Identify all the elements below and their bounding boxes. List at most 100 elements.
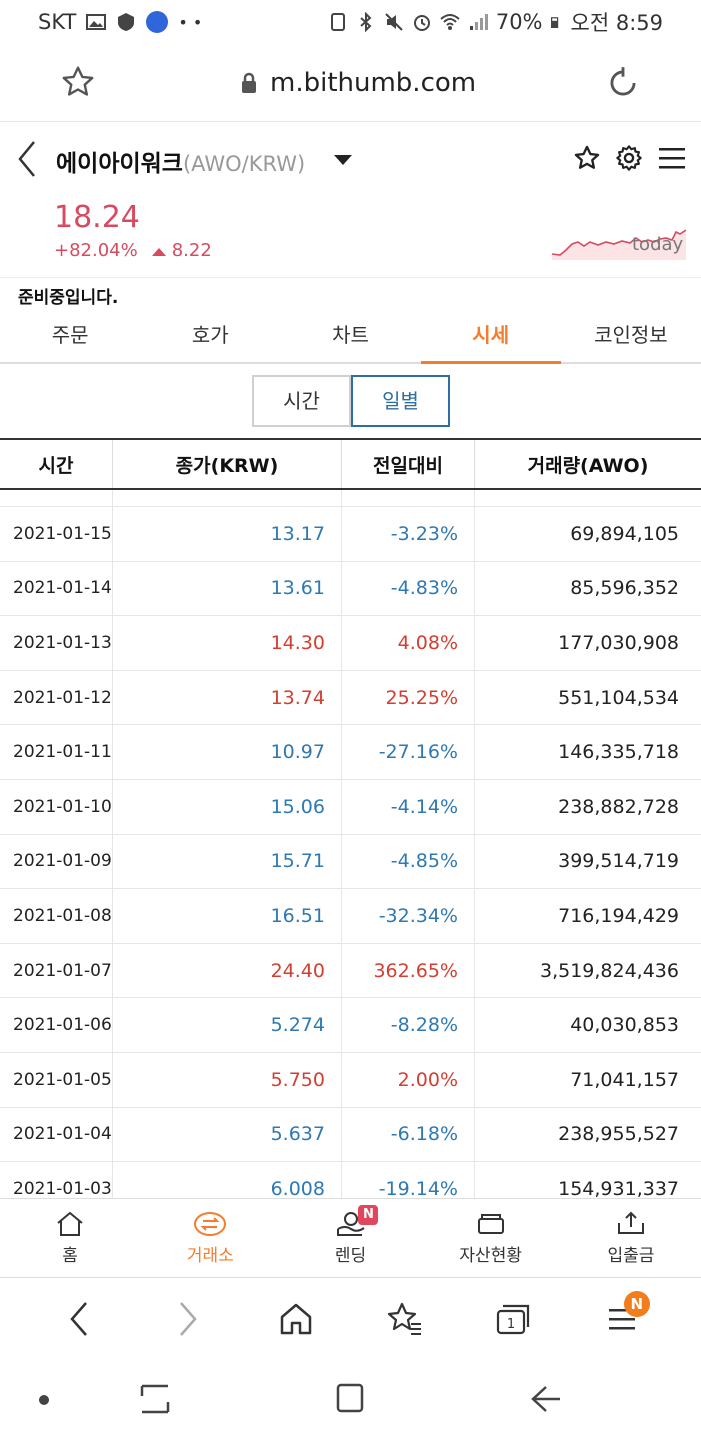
bookmarks-star-icon: [387, 1302, 421, 1335]
row-volume: 716,194,429: [558, 904, 679, 927]
change-percent: +82.04%: [54, 240, 138, 261]
table-row: 2021-01-15 13.17 -3.23% 69,894,105: [0, 507, 701, 562]
row-date: 2021-01-14: [0, 561, 113, 616]
mute-icon: [385, 13, 403, 31]
header-close: 종가(KRW): [113, 440, 342, 488]
browser-back-button[interactable]: [49, 1289, 109, 1349]
row-volume: 177,030,908: [558, 631, 679, 654]
row-close-price: 15.71: [113, 834, 342, 889]
reload-icon[interactable]: [604, 64, 642, 102]
nav-assets[interactable]: 자산현황: [421, 1199, 561, 1277]
lending-icon: [336, 1211, 365, 1236]
table-header: 시간 종가(KRW) 전일대비 거래량(AWO): [0, 438, 701, 490]
price-table: 시간 종가(KRW) 전일대비 거래량(AWO): [0, 438, 701, 490]
system-back-icon[interactable]: [530, 1384, 562, 1414]
table-row: 2021-01-12 13.74 25.25% 551,104,534: [0, 670, 701, 726]
main-tabs: 주문 호가 차트 시세 코인정보: [0, 311, 701, 364]
tab-chart[interactable]: 차트: [332, 323, 369, 347]
row-volume: 399,514,719: [558, 850, 679, 873]
row-volume: 40,030,853: [570, 1014, 679, 1037]
row-date: 2021-01-09: [0, 834, 113, 889]
nav-deposit-withdraw[interactable]: 입출금: [561, 1199, 701, 1277]
shield-icon: [118, 13, 135, 31]
header-change: 전일대비: [342, 440, 475, 488]
more-notifications-icon: • •: [178, 12, 203, 32]
toggle-daily[interactable]: 일별: [351, 375, 450, 427]
row-change-percent: -4.83%: [342, 561, 475, 616]
partial-cell: [113, 490, 342, 506]
nav-home[interactable]: 홈: [0, 1199, 140, 1277]
row-date: 2021-01-08: [0, 889, 113, 943]
tab-market-price[interactable]: 시세: [420, 311, 562, 364]
header-volume: 거래량(AWO): [527, 454, 649, 477]
recent-apps-icon[interactable]: [138, 1382, 172, 1416]
hamburger-menu-icon[interactable]: [657, 145, 687, 171]
lending-new-badge: N: [358, 1205, 379, 1225]
row-date: 2021-01-15: [0, 507, 113, 561]
price-summary: 18.24 +82.04% 8.22 today: [0, 194, 701, 278]
url-field[interactable]: m.bithumb.com: [240, 68, 476, 98]
row-date: 2021-01-07: [0, 943, 113, 998]
browser-menu-button[interactable]: N: [592, 1289, 652, 1349]
row-volume: 238,955,527: [558, 1123, 679, 1146]
row-change-percent: 25.25%: [342, 670, 475, 725]
row-change-percent: 2.00%: [342, 1052, 475, 1107]
row-change-percent: -27.16%: [342, 725, 475, 779]
table-row: 2021-01-11 10.97 -27.16% 146,335,718: [0, 725, 701, 780]
home-button-icon[interactable]: [335, 1382, 365, 1414]
tab-order[interactable]: 주문: [51, 323, 89, 347]
table-row: 2021-01-10 15.06 -4.14% 238,882,728: [0, 779, 701, 835]
table-body[interactable]: 2021-01-15 13.17 -3.23% 69,894,105 2021-01-1…: [0, 490, 701, 1198]
signal-icon: [469, 14, 488, 30]
row-volume: 238,882,728: [558, 795, 679, 818]
browser-tabs-button[interactable]: 1: [483, 1289, 543, 1349]
alarm-icon: [413, 15, 430, 31]
change-amount: 8.22: [171, 240, 212, 261]
favorite-star-icon[interactable]: [573, 144, 601, 172]
header-time: 시간: [0, 440, 113, 488]
nav-home-label: 홈: [62, 1245, 78, 1266]
row-close-price: 13.61: [113, 561, 342, 616]
coin-title[interactable]: 에이아이워크(AWO/KRW): [56, 144, 305, 178]
row-date: 2021-01-05: [0, 1052, 113, 1107]
nav-lending[interactable]: N 렌딩: [280, 1199, 420, 1277]
gallery-icon: [86, 14, 107, 30]
browser-home-button[interactable]: [266, 1289, 326, 1349]
chevron-right-icon: [179, 1302, 197, 1336]
menu-icon: [608, 1309, 635, 1330]
battery-icon: [550, 17, 558, 28]
toggle-time[interactable]: 시간: [252, 375, 351, 427]
notice-text: 준비중입니다.: [18, 288, 119, 308]
row-close-price: 15.06: [113, 779, 342, 834]
table-row: 2021-01-08 16.51 -32.34% 716,194,429: [0, 889, 701, 944]
table-row: 2021-01-07 24.40 362.65% 3,519,824,436: [0, 943, 701, 999]
bookmark-star-icon[interactable]: [60, 64, 96, 100]
row-close-price: 24.40: [113, 943, 342, 998]
nav-exchange[interactable]: 거래소: [140, 1199, 280, 1277]
tab-coin-info[interactable]: 코인정보: [594, 323, 668, 347]
row-volume: 3,519,824,436: [539, 959, 679, 982]
table-row: 2021-01-13 14.30 4.08% 177,030,908: [0, 616, 701, 671]
row-volume: 71,041,157: [570, 1068, 679, 1091]
row-change-percent: -4.85%: [342, 834, 475, 889]
menu-new-badge: N: [623, 1291, 650, 1317]
carrier-label: SKT: [38, 10, 77, 34]
row-volume: 146,335,718: [558, 741, 679, 764]
battery-percent: 70%: [495, 10, 543, 34]
coin-dropdown-icon[interactable]: [334, 155, 352, 165]
row-close-price: 13.74: [113, 670, 342, 725]
row-date: 2021-01-04: [0, 1107, 113, 1162]
coin-pair: (AWO/KRW): [182, 152, 306, 176]
browser-bookmarks-button[interactable]: [375, 1289, 435, 1349]
row-close-price: 6.008: [113, 1162, 342, 1198]
row-change-percent: 4.08%: [342, 616, 475, 670]
tab-orderbook[interactable]: 호가: [191, 323, 229, 347]
clock: 오전 8:59: [570, 11, 663, 35]
lock-icon: [242, 72, 256, 93]
partial-cell: [475, 490, 701, 506]
settings-gear-icon[interactable]: [615, 144, 643, 172]
row-volume: 551,104,534: [558, 686, 679, 709]
browser-forward-button[interactable]: [158, 1289, 218, 1349]
app-notification-icon: [146, 11, 169, 33]
back-arrow-icon[interactable]: [16, 140, 38, 178]
